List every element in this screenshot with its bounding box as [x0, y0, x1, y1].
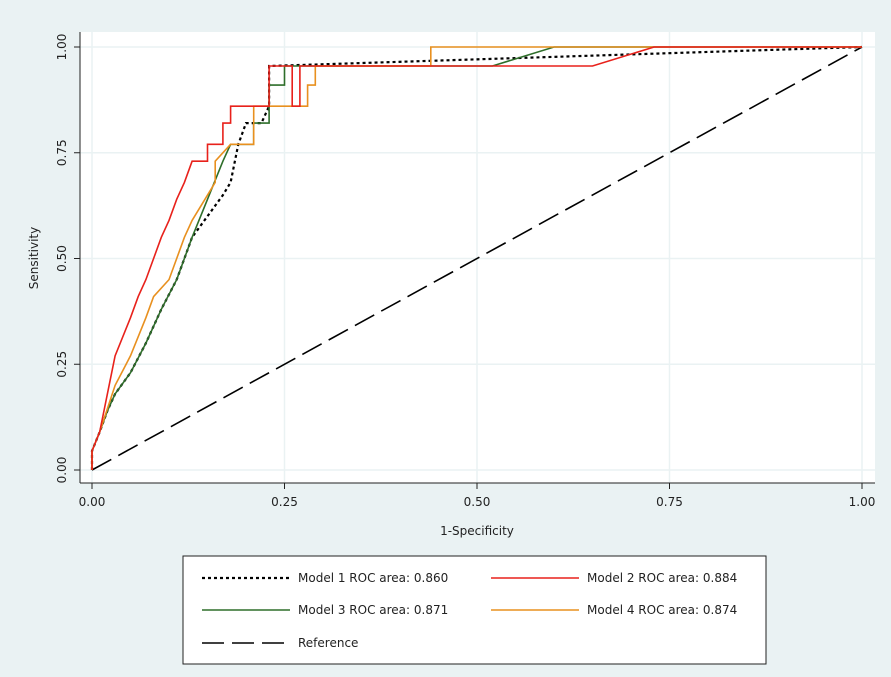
grid-lines	[80, 32, 875, 483]
legend-item-reference: Reference	[202, 636, 358, 650]
legend-label: Model 3 ROC area: 0.871	[298, 603, 448, 617]
x-tick-label: 0.50	[464, 495, 491, 509]
legend-item-model-3: Model 3 ROC area: 0.871	[202, 603, 448, 617]
legend: Model 1 ROC area: 0.860 Model 2 ROC area:…	[182, 555, 767, 665]
x-tick-label: 0.75	[656, 495, 683, 509]
legend-label: Model 2 ROC area: 0.884	[587, 571, 737, 585]
y-tick-label: 0.00	[55, 457, 69, 484]
x-tick-label: 0.25	[271, 495, 298, 509]
series-model-4	[91, 46, 862, 470]
y-tick-label: 0.75	[55, 139, 69, 166]
y-tick-label: 1.00	[55, 34, 69, 61]
legend-item-model-4: Model 4 ROC area: 0.874	[491, 603, 737, 617]
legend-item-model-1: Model 1 ROC area: 0.860	[202, 571, 448, 585]
legend-label: Reference	[298, 636, 358, 650]
axes: 0.00 0.00 0.25 0.25 0.50 0.50 0.75 0.75 1.00 1.00	[55, 32, 875, 509]
x-axis-title: 1-Specificity	[440, 524, 514, 538]
x-tick-label: 1.00	[849, 495, 876, 509]
series-layer	[90, 45, 863, 471]
legend-label: Model 4 ROC area: 0.874	[587, 603, 737, 617]
x-tick-label: 0.00	[79, 495, 106, 509]
y-axis-title: Sensitivity	[27, 227, 41, 289]
series-reference	[91, 46, 863, 471]
legend-label: Model 1 ROC area: 0.860	[298, 571, 448, 585]
legend-item-model-2: Model 2 ROC area: 0.884	[491, 571, 737, 585]
y-tick-label: 0.25	[55, 351, 69, 378]
y-tick-label: 0.50	[55, 245, 69, 272]
series-model-2	[91, 46, 862, 470]
